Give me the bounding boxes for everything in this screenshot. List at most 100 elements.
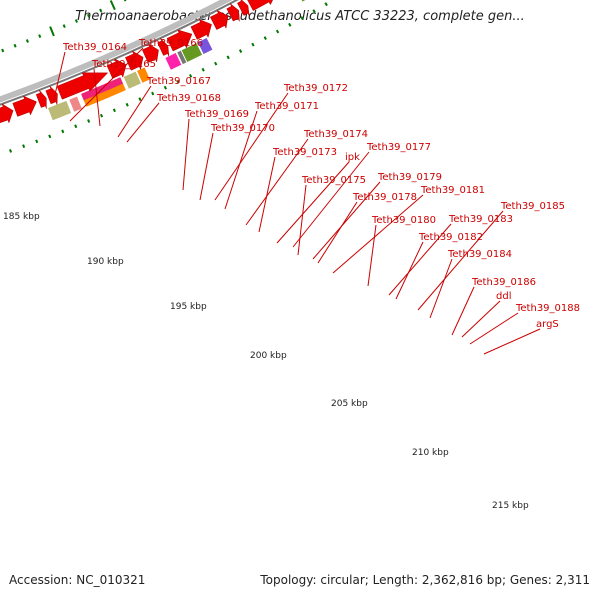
tick-mark [13, 43, 17, 48]
tick-mark [87, 119, 91, 123]
kbp-label: 215 kbp [492, 501, 529, 511]
cds-arrow [45, 85, 58, 105]
gene-label: Teth39_0169 [184, 109, 249, 120]
cds-arrow [157, 38, 170, 57]
gene-label: Teth39_0171 [254, 101, 319, 112]
cds-arrow [0, 103, 14, 124]
gene-label: Teth39_0174 [303, 129, 368, 140]
tick-mark [201, 67, 205, 72]
leader-line [297, 184, 307, 256]
tick-mark [138, 97, 142, 102]
cds-arrow [190, 18, 212, 40]
tick-mark [62, 24, 66, 29]
leader-line [395, 241, 424, 300]
tick-mark [25, 39, 29, 43]
label-leader-lines [52, 47, 541, 355]
genome-summary-text: Topology: circular; Length: 2,362,816 bp… [260, 573, 590, 587]
backbone-arc [0, 0, 233, 103]
leader-line [483, 328, 541, 355]
tick-mark [125, 102, 129, 107]
kbp-label: 195 kbp [170, 302, 207, 312]
kbp-tick-marks [1, 0, 328, 153]
tick-mark [288, 22, 292, 27]
leader-line [332, 194, 424, 274]
tick-mark [22, 144, 26, 149]
leader-line [69, 47, 144, 122]
tick-mark [312, 9, 316, 14]
gene-label: Teth39_0164 [62, 42, 127, 53]
gene-label: ddl [496, 291, 511, 302]
gene-label: Teth39_0180 [371, 215, 436, 226]
tick-mark [9, 149, 13, 153]
kbp-label-layer: 185 kbp 190 kbp 195 kbp 200 kbp 205 kbp 210 k… [3, 212, 529, 511]
feature-bar [48, 100, 72, 121]
tick-mark [1, 48, 5, 53]
feature-bar [69, 96, 82, 112]
tick-mark [238, 49, 243, 53]
gene-label: ipk [345, 152, 360, 163]
genome-backbone [0, 0, 239, 106]
tick-mark [226, 55, 230, 60]
leader-line [451, 286, 475, 336]
accession-text: Accession: NC_010321 [9, 573, 146, 587]
feature-bar [137, 67, 150, 83]
leader-line [258, 156, 276, 233]
gene-label: Teth39_0168 [156, 93, 221, 104]
leader-line [469, 312, 519, 345]
gene-label: Teth39_0165 [91, 59, 156, 70]
leader-line [126, 102, 160, 143]
gene-label-layer: Teth39_0164 Teth39_0166 Teth39_0165 Teth39_… [62, 38, 580, 330]
leader-line [317, 201, 358, 264]
tick-mark [109, 0, 116, 11]
tick-mark [263, 36, 267, 41]
tick-mark [123, 0, 127, 2]
gene-label: Teth39_0182 [418, 232, 483, 243]
cds-arrow [237, 0, 250, 17]
leader-line [312, 181, 381, 260]
tick-mark [163, 85, 167, 90]
gene-label: Teth39_0179 [377, 172, 442, 183]
feature-bar [177, 50, 187, 65]
gene-label: Teth39_0177 [366, 142, 431, 153]
tick-mark [61, 129, 65, 134]
tick-mark [189, 73, 193, 78]
kbp-label: 210 kbp [412, 448, 449, 458]
leader-line [214, 92, 289, 201]
leader-line [367, 224, 377, 287]
tick-mark [300, 16, 304, 20]
backbone-shadow [0, 0, 239, 106]
gene-label: Teth39_0178 [352, 192, 417, 203]
gene-label: Teth39_0184 [447, 249, 512, 260]
tick-mark [214, 61, 218, 66]
leader-line [388, 223, 452, 296]
gene-label: Teth39_0166 [138, 38, 203, 49]
tick-mark [38, 34, 42, 39]
tick-mark [49, 26, 55, 37]
tick-mark [35, 139, 39, 144]
gene-label: Teth39_0186 [471, 277, 536, 288]
gene-label: Teth39_0185 [500, 201, 565, 212]
tick-mark [112, 108, 116, 113]
gene-label: Teth39_0175 [301, 175, 366, 186]
tick-mark [176, 79, 180, 84]
gene-label: Teth39_0172 [283, 83, 348, 94]
cds-arrow [247, 0, 274, 11]
leader-line [429, 258, 453, 319]
kbp-label: 185 kbp [3, 212, 40, 222]
leader-line [245, 138, 309, 226]
leader-line [276, 161, 350, 244]
cds-arrow [35, 89, 47, 109]
leader-line [461, 300, 501, 338]
gene-label: Teth39_0181 [420, 185, 485, 196]
tick-mark [74, 19, 78, 23]
kbp-label: 200 kbp [250, 351, 287, 361]
leader-line [93, 68, 101, 127]
gene-label: Teth39_0188 [515, 303, 580, 314]
feature-bar [123, 71, 141, 89]
tick-mark [87, 13, 91, 18]
tick-mark [251, 42, 255, 47]
feature-bar [181, 43, 203, 62]
feature-bar [165, 53, 182, 70]
feature-bar [197, 38, 213, 55]
